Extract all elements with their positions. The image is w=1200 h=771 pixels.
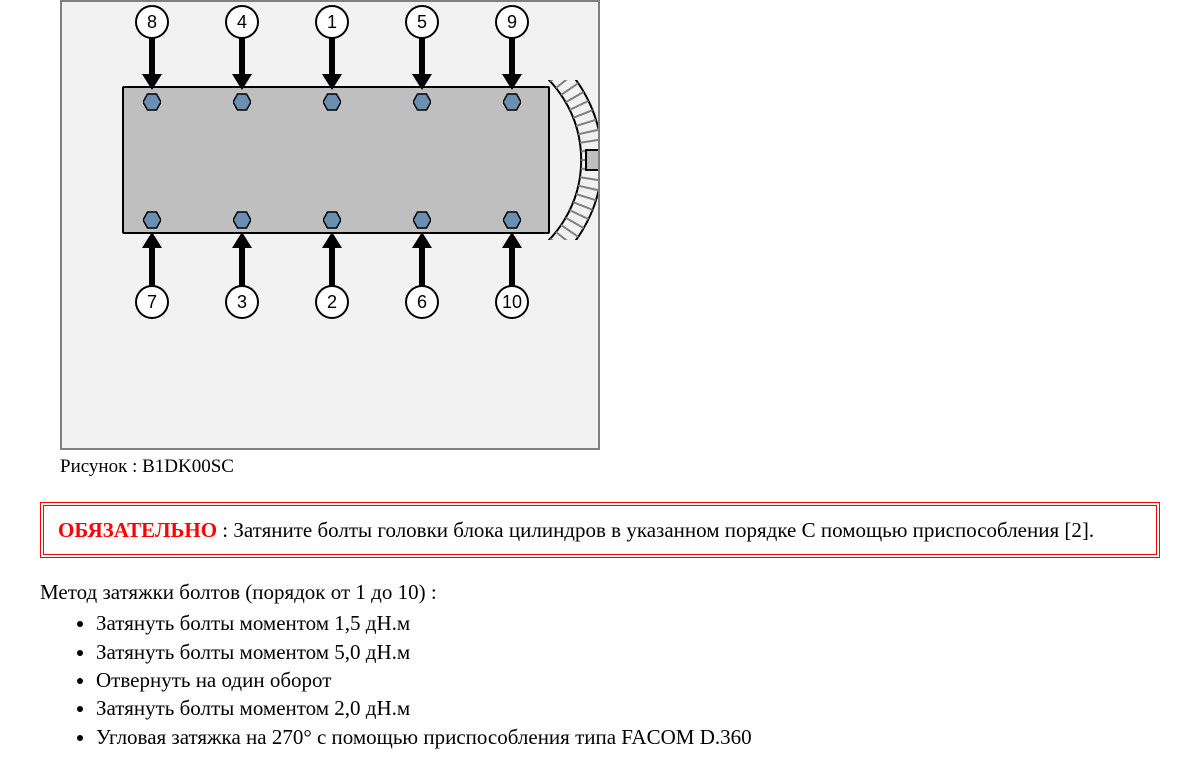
bolt-icon <box>413 93 431 111</box>
sequence-label: 10 <box>495 285 529 319</box>
sequence-label: 8 <box>135 5 169 39</box>
sequence-label: 2 <box>315 285 349 319</box>
diagram-canvas: 8 7 4 3 1 2 5 6 9 10 <box>62 2 598 448</box>
caption-code: B1DK00SC <box>142 456 234 477</box>
callout-sep: : <box>217 518 233 542</box>
bolt-icon <box>503 211 521 229</box>
method-list: Затянуть болты моментом 1,5 дН.мЗатянуть… <box>96 609 1160 751</box>
sequence-label: 5 <box>405 5 439 39</box>
gear-icon <box>548 80 600 240</box>
bolt-icon <box>413 211 431 229</box>
bolt-icon <box>233 211 251 229</box>
bolt-icon <box>503 93 521 111</box>
sequence-label: 3 <box>225 285 259 319</box>
sequence-label: 4 <box>225 5 259 39</box>
method-item: Отвернуть на один оборот <box>96 666 1160 694</box>
sequence-label: 6 <box>405 285 439 319</box>
figure-caption: Рисунок : B1DK00SC <box>60 456 1160 478</box>
bolt-icon <box>143 211 161 229</box>
diagram-frame: 8 7 4 3 1 2 5 6 9 10 <box>60 0 600 450</box>
callout-body: Затяните болты головки блока цилиндров в… <box>233 518 1094 542</box>
method-item: Затянуть болты моментом 2,0 дН.м <box>96 694 1160 722</box>
bolt-icon <box>323 93 341 111</box>
method-item: Затянуть болты моментом 5,0 дН.м <box>96 638 1160 666</box>
method-title: Метод затяжки болтов (порядок от 1 до 10… <box>40 580 1160 605</box>
sequence-label: 7 <box>135 285 169 319</box>
method-item: Затянуть болты моментом 1,5 дН.м <box>96 609 1160 637</box>
sequence-label: 9 <box>495 5 529 39</box>
bolt-icon <box>323 211 341 229</box>
sequence-label: 1 <box>315 5 349 39</box>
bolt-icon <box>143 93 161 111</box>
method-item: Угловая затяжка на 270° с помощью приспо… <box>96 723 1160 751</box>
mandatory-callout: ОБЯЗАТЕЛЬНО : Затяните болты головки бло… <box>40 502 1160 558</box>
bolt-icon <box>233 93 251 111</box>
caption-label: Рисунок : <box>60 456 142 477</box>
callout-lead: ОБЯЗАТЕЛЬНО <box>58 518 217 542</box>
